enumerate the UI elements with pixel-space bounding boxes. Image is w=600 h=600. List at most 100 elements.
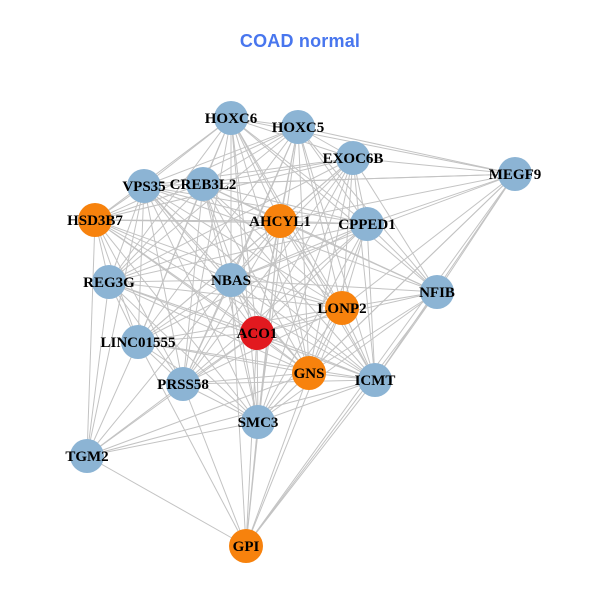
node-HOXC6 bbox=[214, 101, 248, 135]
edge-HSD3B7-CPPED1 bbox=[94, 219, 368, 225]
edge-ICMT-PRSS58 bbox=[182, 379, 376, 385]
edge-EXOC6B-ICMT bbox=[352, 157, 376, 381]
node-label-ACO1: ACO1 bbox=[237, 326, 278, 342]
edge-EXOC6B-SMC3 bbox=[257, 157, 354, 423]
edge-AHCYL1-PRSS58 bbox=[182, 220, 281, 385]
edge-LONP2-LINC01555 bbox=[137, 307, 343, 343]
node-LINC01555 bbox=[121, 325, 155, 359]
edge-HOXC5-PRSS58 bbox=[182, 126, 299, 385]
edge-NBAS-LONP2 bbox=[230, 279, 343, 309]
labels-layer: HOXC6 HOXC5 EXOC6B MEGF9 VPS35 CREB3L2 HSD3B7 A… bbox=[65, 111, 541, 555]
edge-TGM2-ICMT bbox=[86, 379, 376, 457]
edge-HOXC6-REG3G bbox=[108, 117, 232, 283]
node-label-HOXC5: HOXC5 bbox=[272, 120, 325, 136]
edge-REG3G-SMC3 bbox=[108, 281, 259, 423]
edge-HSD3B7-NBAS bbox=[94, 219, 232, 281]
node-label-NFIB: NFIB bbox=[419, 285, 455, 301]
edge-HOXC5-VPS35 bbox=[143, 126, 299, 187]
edge-CREB3L2-LONP2 bbox=[202, 183, 343, 309]
node-label-CREB3L2: CREB3L2 bbox=[170, 177, 237, 193]
edges-layer bbox=[86, 117, 516, 547]
edge-HOXC5-REG3G bbox=[108, 126, 299, 283]
edge-MEGF9-HOXC6 bbox=[230, 117, 516, 175]
edge-NFIB-SMC3 bbox=[257, 291, 438, 423]
edge-CPPED1-NBAS bbox=[230, 223, 368, 281]
edge-CPPED1-ACO1 bbox=[256, 223, 368, 334]
edge-NFIB-VPS35 bbox=[143, 185, 438, 293]
node-HOXC5 bbox=[281, 110, 315, 144]
edge-NFIB-GPI bbox=[245, 291, 438, 547]
edge-NBAS-LINC01555 bbox=[137, 279, 232, 343]
edge-TGM2-GPI bbox=[86, 455, 247, 547]
edge-MEGF9-AHCYL1 bbox=[279, 173, 516, 222]
edge-MEGF9-LONP2 bbox=[341, 173, 516, 309]
edge-GPI-ICMT bbox=[245, 379, 376, 547]
edge-HOXC6-ACO1 bbox=[230, 117, 258, 334]
edge-CREB3L2-GNS bbox=[202, 183, 310, 374]
edge-VPS35-LINC01555 bbox=[137, 185, 145, 343]
node-label-AHCYL1: AHCYL1 bbox=[249, 214, 311, 230]
edge-TGM2-GNS bbox=[86, 372, 310, 457]
edge-TGM2-REG3G bbox=[86, 281, 110, 457]
edge-TGM2-SMC3 bbox=[86, 421, 259, 457]
edge-CPPED1-PRSS58 bbox=[182, 223, 368, 385]
edge-VPS35-ACO1 bbox=[143, 185, 258, 334]
edge-GPI-LINC01555 bbox=[137, 341, 247, 547]
edge-NFIB-GNS bbox=[308, 291, 438, 374]
node-CREB3L2 bbox=[186, 167, 220, 201]
node-AHCYL1 bbox=[263, 204, 297, 238]
edge-TGM2-VPS35 bbox=[86, 185, 145, 457]
node-ACO1 bbox=[240, 316, 274, 350]
edge-GNS-PRSS58 bbox=[182, 372, 310, 385]
node-TGM2 bbox=[70, 439, 104, 473]
edge-VPS35-NBAS bbox=[143, 185, 232, 281]
edge-ACO1-ICMT bbox=[256, 332, 376, 381]
node-NBAS bbox=[214, 263, 248, 297]
edge-CPPED1-SMC3 bbox=[257, 223, 368, 423]
edge-VPS35-PRSS58 bbox=[143, 185, 184, 385]
edge-HOXC5-ICMT bbox=[297, 126, 376, 381]
node-label-GNS: GNS bbox=[294, 366, 325, 382]
edge-MEGF9-CPPED1 bbox=[366, 173, 516, 225]
edge-ICMT-SMC3 bbox=[257, 379, 376, 423]
node-label-LINC01555: LINC01555 bbox=[100, 335, 175, 351]
edge-HOXC5-SMC3 bbox=[257, 126, 299, 423]
edge-CREB3L2-REG3G bbox=[108, 183, 204, 283]
edge-AHCYL1-LONP2 bbox=[279, 220, 343, 309]
edge-LINC01555-ICMT bbox=[137, 341, 376, 381]
edge-MEGF9-EXOC6B bbox=[352, 157, 516, 175]
edge-AHCYL1-GNS bbox=[279, 220, 310, 374]
node-label-HSD3B7: HSD3B7 bbox=[67, 213, 123, 229]
edge-EXOC6B-VPS35 bbox=[143, 157, 354, 187]
node-label-ICMT: ICMT bbox=[355, 373, 396, 389]
edge-VPS35-AHCYL1 bbox=[143, 185, 281, 222]
edge-CPPED1-REG3G bbox=[108, 223, 368, 283]
edge-NFIB-HOXC6 bbox=[230, 117, 438, 293]
edge-AHCYL1-REG3G bbox=[108, 220, 281, 283]
edge-REG3G-NBAS bbox=[108, 279, 232, 283]
nodes-layer bbox=[70, 101, 532, 563]
edge-NBAS-PRSS58 bbox=[182, 279, 232, 385]
node-GPI bbox=[229, 529, 263, 563]
node-PRSS58 bbox=[166, 367, 200, 401]
node-LONP2 bbox=[325, 291, 359, 325]
edge-EXOC6B-GNS bbox=[308, 157, 354, 374]
edge-TGM2-LINC01555 bbox=[86, 341, 139, 457]
node-CPPED1 bbox=[350, 207, 384, 241]
edge-NBAS-ICMT bbox=[230, 279, 376, 381]
node-label-LONP2: LONP2 bbox=[317, 301, 366, 317]
edge-NFIB-EXOC6B bbox=[352, 157, 438, 293]
edge-NFIB-ICMT bbox=[374, 291, 438, 381]
edge-HSD3B7-SMC3 bbox=[94, 219, 259, 423]
node-label-GPI: GPI bbox=[233, 539, 260, 555]
edge-AHCYL1-ACO1 bbox=[256, 220, 281, 334]
node-REG3G bbox=[92, 265, 126, 299]
node-ICMT bbox=[358, 363, 392, 397]
edge-CREB3L2-ICMT bbox=[202, 183, 376, 381]
node-label-NBAS: NBAS bbox=[211, 273, 251, 289]
edge-VPS35-LONP2 bbox=[143, 185, 343, 309]
node-label-REG3G: REG3G bbox=[83, 275, 135, 291]
node-GNS bbox=[292, 356, 326, 390]
